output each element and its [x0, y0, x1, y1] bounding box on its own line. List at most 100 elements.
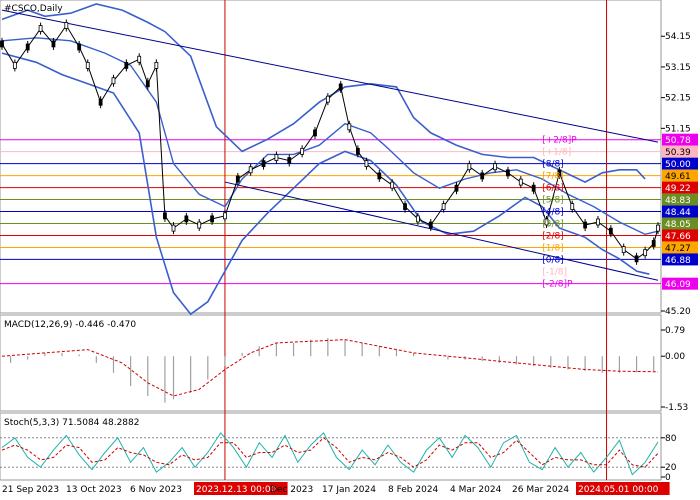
x-axis-label-6: 8 Feb 2024: [388, 485, 439, 495]
price-panel-title: #CSCO,Daily: [4, 4, 63, 14]
macd-y-tick-label-1: 0.00: [665, 352, 685, 362]
price-mark-box-7: [662, 217, 698, 230]
price-mark-label-6: 48.44: [665, 208, 691, 218]
candle-body-3: [38, 25, 43, 32]
price-y-tick-label-3: 51.15: [665, 124, 691, 134]
murrey-label-11: [-1/8]: [542, 268, 567, 278]
stoch-d-line: [1, 437, 659, 468]
candle-body-51: [621, 246, 626, 254]
price-mark-label-5: 48.83: [665, 196, 691, 206]
candle-body-55: [656, 224, 660, 232]
price-mark-box-11: [662, 277, 698, 290]
murrey-label-6: [4/8]: [542, 208, 564, 218]
candle-body-30: [355, 147, 360, 155]
candle-body-36: [428, 221, 433, 229]
price-mark-label-1: 50.39: [665, 148, 691, 158]
candle-body-38: [454, 184, 459, 192]
candle-body-5: [64, 22, 69, 29]
stoch-k-line: [1, 432, 659, 476]
price-mark-box-5: [662, 193, 698, 206]
bollinger-lower-line: [1, 52, 650, 316]
candle-body-1: [12, 62, 17, 69]
price-mark-box-6: [662, 205, 698, 218]
candle-body-29: [347, 123, 352, 131]
candle-body-15: [171, 224, 176, 232]
candle-body-0: [0, 40, 4, 48]
macd-signal-line: [1, 339, 659, 397]
x-axis-label-7: 4 Mar 2024: [450, 485, 502, 495]
x-axis-label-9: 2024.05.01 00:00: [578, 485, 659, 495]
candle-body-4: [51, 40, 56, 48]
candle-body-17: [197, 221, 202, 229]
stoch-panel-label: Stoch(5,3,3) 71.5084 48.2882: [4, 418, 139, 428]
candle-body-45: [544, 218, 549, 226]
candle-body-39: [467, 163, 472, 171]
candle-body-42: [506, 169, 510, 177]
candle-body-6: [77, 43, 82, 51]
candle-body-19: [223, 212, 227, 220]
stoch-y-tick-label-0: 80: [665, 434, 677, 444]
x-label-highlight-3: [194, 482, 288, 495]
x-axis-label-5: 17 Jan 2024: [322, 485, 376, 495]
price-mark-box-4: [662, 181, 698, 194]
price-mark-box-10: [662, 253, 698, 266]
candle-body-24: [287, 157, 292, 164]
price-mark-label-2: 50.00: [665, 160, 691, 170]
murrey-label-5: [5/8]: [542, 196, 564, 206]
candle-body-8: [98, 98, 103, 106]
price-mark-label-0: 50.78: [665, 136, 691, 146]
candle-body-10: [124, 62, 129, 69]
candle-body-43: [518, 178, 523, 186]
candle-body-47: [570, 203, 575, 211]
candle-body-22: [261, 160, 266, 168]
candle-body-13: [154, 62, 159, 69]
stoch-y-tick-label-2: 0: [665, 473, 671, 483]
x-axis-label-4: Dec 2023: [270, 485, 313, 495]
price-mark-box-8: [662, 229, 698, 242]
price-mark-box-9: [662, 241, 698, 254]
candle-body-44: [531, 184, 536, 192]
murrey-label-3: [7/8]: [542, 172, 564, 182]
candle-body-52: [634, 255, 639, 263]
price-mark-label-8: 47.66: [665, 232, 691, 242]
candle-body-54: [651, 240, 656, 247]
candle-body-11: [137, 55, 142, 63]
candle-body-48: [583, 221, 588, 229]
candle-body-49: [596, 218, 600, 226]
price-y-tick-label-1: 53.15: [665, 63, 691, 73]
macd-y-tick-label-0: 0.79: [665, 326, 685, 336]
stoch-y-tick-label-1: 20: [665, 463, 677, 473]
bollinger-middle-line: [1, 37, 659, 236]
x-axis-label-0: 21 Sep 2023: [2, 485, 59, 495]
murrey-label-0: [+2/8]P: [542, 136, 577, 146]
macd-panel-label: MACD(12,26,9) -0.446 -0.470: [4, 320, 136, 330]
murrey-label-8: [2/8]: [542, 231, 564, 241]
x-axis-label-1: 13 Oct 2023: [66, 485, 122, 495]
candle-body-14: [163, 212, 167, 220]
candle-body-23: [274, 154, 279, 161]
candle-body-21: [248, 166, 253, 174]
candle-body-46: [557, 169, 562, 177]
trend-line-0: [1, 9, 659, 143]
murrey-label-9: [1/8]: [542, 243, 564, 253]
price-y-tick-label-0: 54.15: [665, 32, 691, 42]
price-mark-label-11: 46.09: [665, 280, 691, 290]
candle-body-37: [441, 203, 446, 211]
murrey-label-10: [0/8]: [542, 255, 564, 265]
candle-body-16: [184, 215, 189, 223]
candle-body-40: [480, 172, 485, 180]
price-mark-box-1: [662, 145, 698, 158]
candle-body-25: [300, 147, 305, 155]
price-mark-label-3: 49.61: [665, 172, 691, 182]
murrey-label-1: [+1/8]: [542, 148, 571, 158]
price-mark-box-2: [662, 157, 698, 170]
candle-body-7: [85, 62, 90, 69]
x-label-highlight-9: [576, 482, 670, 495]
candle-body-31: [364, 160, 369, 168]
candle-body-41: [493, 163, 497, 171]
price-y-tick-label-4: 45.20: [665, 307, 691, 317]
price-mark-box-0: [662, 133, 698, 146]
candle-body-33: [390, 181, 395, 189]
candle-body-20: [235, 175, 240, 183]
